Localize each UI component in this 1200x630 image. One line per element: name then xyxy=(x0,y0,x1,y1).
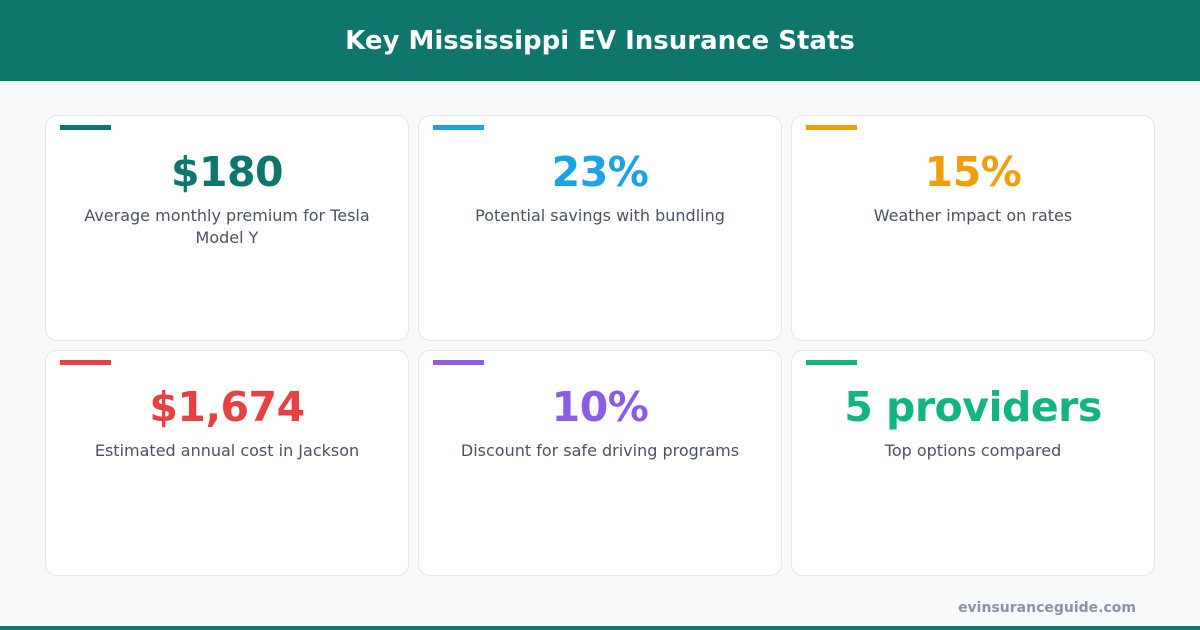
stat-card: 10% Discount for safe driving programs xyxy=(418,350,782,576)
stat-label: Discount for safe driving programs xyxy=(460,441,740,460)
stat-value: 15% xyxy=(924,148,1022,196)
stat-card: 15% Weather impact on rates xyxy=(791,115,1155,341)
stat-value: 5 providers xyxy=(844,383,1102,431)
stat-card: $180 Average monthly premium for Tesla M… xyxy=(45,115,409,341)
page-title: Key Mississippi EV Insurance Stats xyxy=(345,25,855,56)
site-url: evinsuranceguide.com xyxy=(958,600,1136,616)
stat-value: $180 xyxy=(170,148,284,196)
accent-bar xyxy=(60,360,111,365)
stat-card: 23% Potential savings with bundling xyxy=(418,115,782,341)
stat-label: Weather impact on rates xyxy=(873,206,1073,225)
stat-label: Estimated annual cost in Jackson xyxy=(94,441,360,460)
bottom-bar xyxy=(0,626,1200,630)
stat-label: Top options compared xyxy=(884,441,1062,460)
stat-value: $1,674 xyxy=(149,383,305,431)
accent-bar xyxy=(806,360,857,365)
stat-value: 23% xyxy=(551,148,649,196)
stat-label: Average monthly premium for Tesla Model … xyxy=(84,206,370,247)
stat-card: $1,674 Estimated annual cost in Jackson xyxy=(45,350,409,576)
stat-card: 5 providers Top options compared xyxy=(791,350,1155,576)
stat-value: 10% xyxy=(551,383,649,431)
accent-bar xyxy=(806,125,857,130)
accent-bar xyxy=(60,125,111,130)
accent-bar xyxy=(433,125,484,130)
header-banner: Key Mississippi EV Insurance Stats xyxy=(0,0,1200,81)
stat-label: Potential savings with bundling xyxy=(475,206,725,225)
accent-bar xyxy=(433,360,484,365)
